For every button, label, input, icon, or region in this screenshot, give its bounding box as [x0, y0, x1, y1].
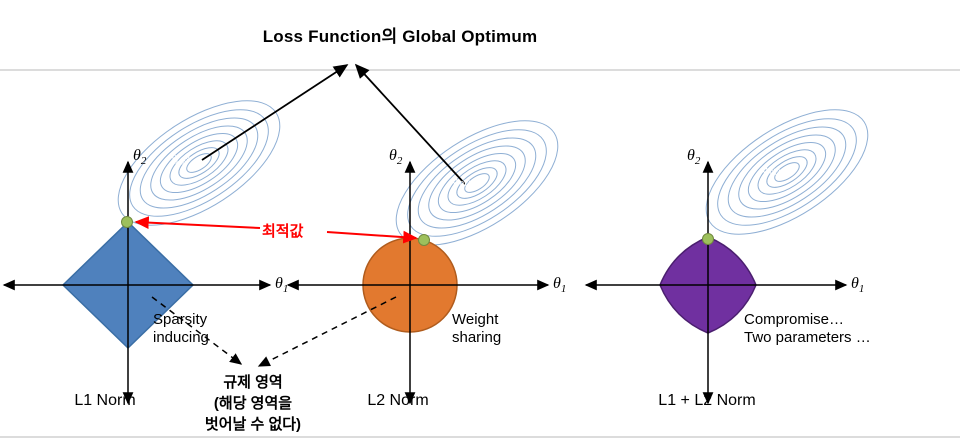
- contour-ring: [159, 133, 239, 193]
- contour-ring: [747, 142, 827, 202]
- contour-ring: [456, 167, 498, 199]
- optimum-dot-l2: [418, 234, 430, 246]
- theta-symbol: θ: [275, 275, 283, 292]
- regulation-dashed-arrow-right: [257, 296, 397, 367]
- contour-ring: [757, 149, 817, 195]
- note-line: Sparsity: [153, 311, 208, 328]
- theta-subscript: 1: [858, 283, 865, 296]
- theta-symbol: θ: [687, 147, 695, 164]
- regulation-line-1: 규제 영역: [223, 374, 283, 391]
- theta-symbol: θ: [553, 275, 561, 292]
- theta-subscript: 1: [560, 283, 567, 296]
- theta1-label-l1l2: θ1: [851, 275, 864, 295]
- contour-ring: [150, 125, 248, 201]
- theta-symbol: θ: [851, 275, 859, 292]
- note-line: Weight: [452, 311, 499, 328]
- loss-contours-l1: [117, 100, 281, 226]
- norm-label-l1l2: L1 + L2 Norm: [658, 392, 756, 409]
- regulation-region-label: 규제 영역 (해당 영역을 벗어날 수 없다): [173, 372, 333, 435]
- regulation-dashed-arrow-left: [151, 296, 243, 365]
- contour-ring: [447, 160, 507, 206]
- optimum-dot-l1: [121, 216, 133, 228]
- theta2-label-l2: θ2: [389, 147, 402, 167]
- norm-label-l2: L2 Norm: [367, 392, 429, 409]
- contour-ring: [395, 120, 559, 246]
- theta2-label-l1: θ2: [133, 147, 146, 167]
- contour-ring: [717, 118, 857, 226]
- page-title: Loss Function의 Global Optimum: [262, 27, 538, 46]
- theta1-label-l2: θ1: [553, 275, 566, 295]
- norm-label-l1: L1 Norm: [74, 392, 136, 409]
- optimal-value-label: 최적값: [262, 223, 304, 240]
- contour-ring: [139, 117, 259, 209]
- contour-ring: [766, 156, 808, 188]
- contour-ring: [186, 153, 212, 173]
- contour-ring: [705, 109, 869, 235]
- contour-ring: [774, 162, 800, 182]
- loss-contours-l2: [395, 120, 559, 246]
- contour-ring: [178, 147, 220, 179]
- optimum-dot-l1l2: [702, 233, 714, 245]
- theta-subscript: 1: [282, 283, 289, 296]
- theta-symbol: θ: [133, 147, 141, 164]
- arrow-global-optimum-left: [201, 64, 349, 161]
- theta1-label-l1: θ1: [275, 275, 288, 295]
- theta-symbol: θ: [389, 147, 397, 164]
- theta-subscript: 2: [396, 155, 403, 168]
- note-line: Two parameters …: [744, 329, 871, 346]
- theta-subscript: 2: [140, 155, 147, 168]
- note-l1: Sparsity inducing: [153, 311, 209, 347]
- note-line: inducing: [153, 329, 209, 346]
- theta-subscript: 2: [694, 155, 701, 168]
- arrow-global-optimum-right: [354, 63, 466, 185]
- note-l1l2: Compromise… Two parameters …: [744, 311, 871, 347]
- contour-ring: [117, 100, 281, 226]
- optimal-value-arrow-right: [326, 230, 418, 244]
- contour-ring: [169, 140, 229, 186]
- contour-ring: [417, 137, 537, 229]
- loss-contours-l1l2: [705, 109, 869, 235]
- contour-ring: [464, 173, 490, 193]
- contour-ring: [437, 153, 517, 213]
- note-line: Compromise…: [744, 311, 845, 328]
- note-line: sharing: [452, 329, 502, 346]
- regulation-line-3: 벗어날 수 없다): [204, 416, 302, 433]
- theta2-label-l1l2: θ2: [687, 147, 700, 167]
- contour-ring: [727, 126, 847, 218]
- optimal-value-arrow-left: [134, 216, 261, 230]
- note-l2: Weight sharing: [452, 311, 501, 347]
- regulation-line-2: (해당 영역을: [213, 395, 293, 412]
